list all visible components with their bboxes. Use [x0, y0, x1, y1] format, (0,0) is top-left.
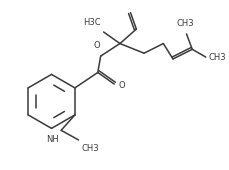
Text: CH3: CH3 [176, 19, 194, 28]
Text: CH3: CH3 [208, 53, 225, 62]
Text: CH3: CH3 [81, 144, 99, 153]
Text: H3C: H3C [83, 18, 100, 27]
Text: NH: NH [46, 135, 59, 144]
Text: O: O [118, 81, 125, 89]
Text: O: O [93, 41, 100, 50]
